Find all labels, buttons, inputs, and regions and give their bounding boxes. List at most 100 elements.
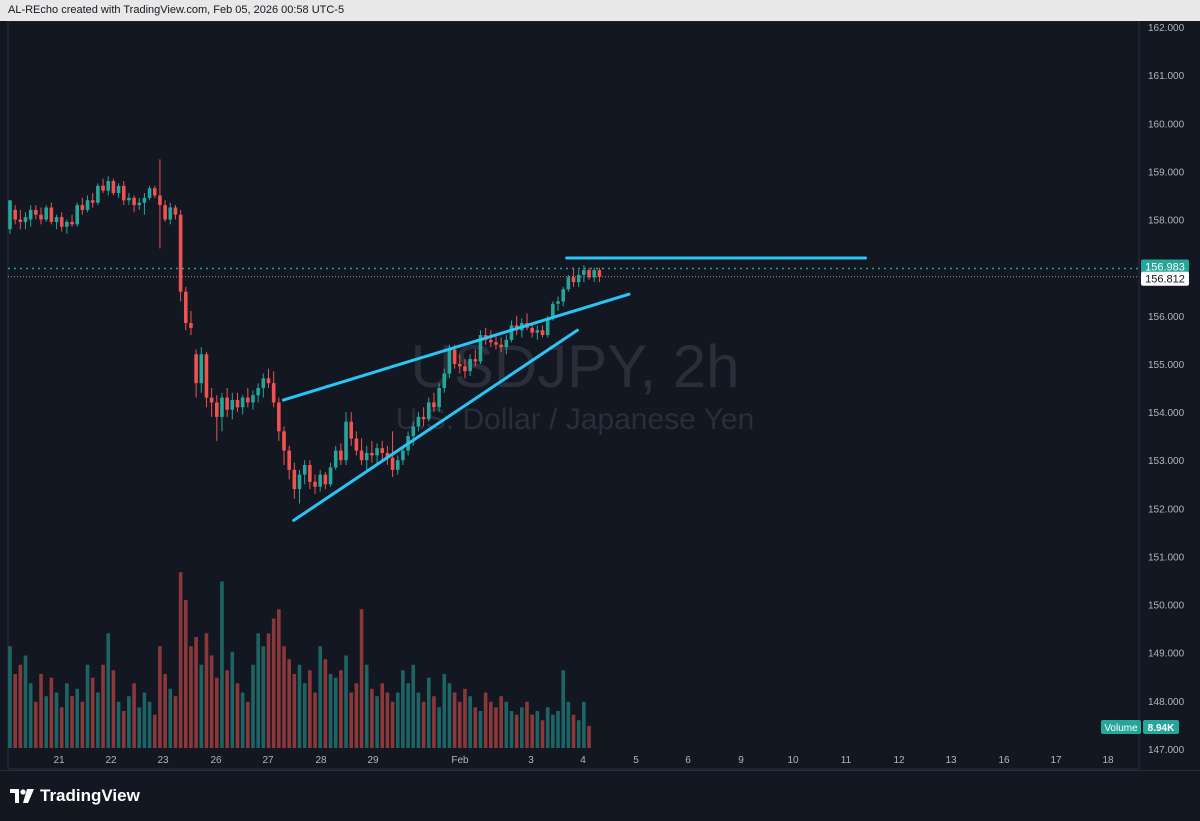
volume-bar <box>323 659 328 748</box>
attribution-bar: AL-REcho created with TradingView.com, F… <box>0 0 1200 21</box>
time-tick-label: 21 <box>53 755 65 766</box>
volume-bar <box>132 683 136 748</box>
candle-body <box>59 217 64 227</box>
volume-bar <box>85 664 90 748</box>
candle-body <box>111 181 116 194</box>
candle-body <box>101 185 105 191</box>
volume-bar <box>349 692 354 748</box>
candle-body <box>152 188 157 196</box>
attribution-text: AL-REcho created with TradingView.com, F… <box>8 4 345 16</box>
candle-body <box>49 207 54 222</box>
time-tick-label: 16 <box>998 755 1010 766</box>
time-tick-label: 22 <box>105 755 117 766</box>
candle-body <box>246 397 250 403</box>
candle-body <box>551 303 555 319</box>
volume-bar <box>535 711 540 748</box>
candle-body <box>385 452 390 458</box>
candle-body <box>349 421 354 439</box>
volume-bar <box>158 646 162 748</box>
price-chart[interactable]: USDJPY, 2h U.S. Dollar / Japanese Yen 16… <box>0 21 1200 820</box>
candle-body <box>313 481 317 487</box>
candle-body <box>344 421 348 461</box>
level-price-label: 156.983 <box>1145 261 1185 273</box>
volume-bar <box>576 720 581 748</box>
volume-bar <box>437 707 441 748</box>
volume-bar <box>121 711 126 748</box>
candle-body <box>292 469 297 490</box>
volume-bar <box>199 664 204 748</box>
time-tick-label: 12 <box>893 755 905 766</box>
candle-body <box>494 342 498 345</box>
volume-bar <box>80 701 85 748</box>
volume-bar <box>142 692 147 748</box>
price-tick-label: 149.000 <box>1148 649 1185 660</box>
volume-bar <box>359 609 364 748</box>
volume-bar <box>468 696 472 748</box>
drawing-annotations[interactable] <box>281 256 867 522</box>
volume-bar <box>551 714 555 748</box>
candle-body <box>287 450 291 470</box>
candle-body <box>173 207 178 215</box>
candle-body <box>597 270 602 277</box>
time-tick-label: 9 <box>738 755 744 766</box>
candlesticks <box>8 159 602 504</box>
volume-bar <box>183 600 188 748</box>
time-tick-label: 10 <box>787 755 799 766</box>
volume-bar <box>442 674 447 748</box>
volume-bar <box>13 674 17 748</box>
volume-bar <box>111 670 116 748</box>
tradingview-logo[interactable]: TradingView <box>10 786 140 806</box>
volume-bar <box>483 692 488 748</box>
candle-body <box>359 450 364 461</box>
candle-body <box>158 195 162 206</box>
volume-label-tag <box>1101 720 1141 734</box>
volume-bar <box>489 701 493 748</box>
volume-value: 8.94K <box>1148 723 1175 734</box>
volume-bar <box>163 674 167 748</box>
symbol-watermark: USDJPY, 2h U.S. Dollar / Japanese Yen <box>396 333 755 436</box>
time-tick-label: 18 <box>1102 755 1114 766</box>
candle-body <box>261 378 266 388</box>
wedge-upper-trendline[interactable] <box>281 292 631 402</box>
wedge-lower-trendline[interactable] <box>292 328 579 522</box>
volume-bar <box>59 707 64 748</box>
candle-body <box>354 438 359 451</box>
price-tick-label: 160.000 <box>1148 119 1185 130</box>
candle-body <box>318 474 322 487</box>
time-tick-label: 11 <box>841 755 852 766</box>
volume-bar <box>256 633 260 748</box>
volume-bar <box>390 701 395 748</box>
volume-bar <box>421 701 426 748</box>
candle-body <box>127 197 131 201</box>
volume-bar <box>473 707 478 748</box>
volume-bar <box>375 696 379 748</box>
volume-bar <box>494 707 498 748</box>
candle-body <box>178 214 183 292</box>
volume-bar <box>313 692 317 748</box>
candle-body <box>34 209 38 215</box>
volume-bar <box>240 692 245 748</box>
candle-body <box>297 474 302 490</box>
volume-bar <box>54 692 59 748</box>
volume-bar <box>432 696 436 748</box>
watermark-description: U.S. Dollar / Japanese Yen <box>396 403 755 436</box>
volume-bar <box>49 677 54 748</box>
volume-bar <box>220 581 224 748</box>
price-axis[interactable]: 162.000161.000160.000159.000158.000157.0… <box>1148 23 1185 756</box>
volume-bar <box>75 688 80 748</box>
candle-body <box>447 349 452 374</box>
tradingview-logo-icon <box>10 789 34 803</box>
volume-bar <box>302 683 307 748</box>
price-tags: 156.983 156.812 Volume 8.94K <box>8 259 1189 734</box>
volume-bar <box>525 701 529 748</box>
volume-bar <box>561 670 565 748</box>
volume-bar <box>344 655 348 748</box>
time-axis[interactable]: 21 22 23 26 27 28 29 Feb 3 4 5 6 9 10 11 12 13 16 17 18 <box>53 755 1114 766</box>
candle-body <box>168 207 173 220</box>
candle-body <box>452 349 457 364</box>
last-price-label: 156.812 <box>1145 274 1185 286</box>
volume-bar <box>101 664 105 748</box>
candle-body <box>204 354 209 398</box>
price-tick-label: 147.000 <box>1148 745 1185 756</box>
volume-bar <box>266 633 271 748</box>
